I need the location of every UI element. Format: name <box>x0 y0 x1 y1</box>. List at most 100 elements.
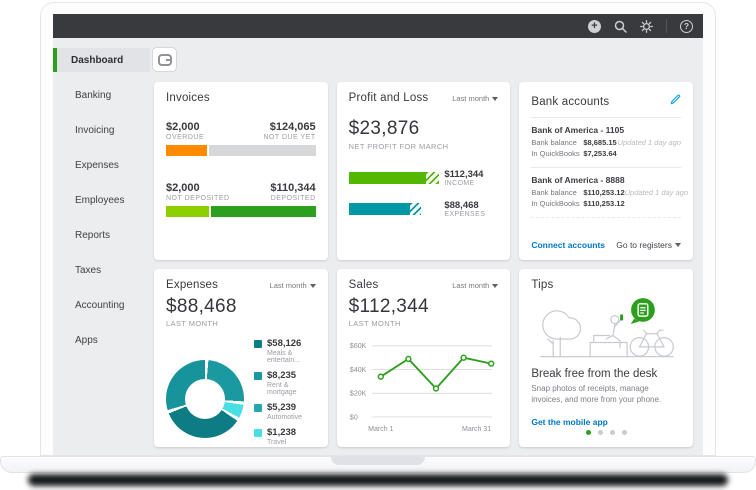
laptop-screen: + <box>40 2 716 456</box>
account-name: Bank of America - 1105 <box>531 125 625 135</box>
sidebar-item-taxes[interactable]: Taxes <box>53 258 150 282</box>
account-name: Bank of America - 8888 <box>531 175 625 185</box>
legend-item: $58,126 Meals & entertain... <box>254 338 316 364</box>
legend-label: Meals & entertain... <box>267 350 301 364</box>
bench-person-drawing <box>589 314 629 358</box>
net-profit-label: NET PROFIT FOR MARCH <box>348 142 449 151</box>
legend-item: $5,239 Automotive <box>254 402 316 421</box>
carousel-dots <box>531 430 681 437</box>
bank-account-row: Bank of America - 8888 Bank balance $110,… <box>531 175 688 210</box>
help-icon[interactable]: ? <box>680 19 693 33</box>
legend-label: Travel expenses <box>267 439 297 447</box>
go-to-registers-dropdown[interactable]: Go to registers <box>616 240 681 250</box>
tips-body-text: Snap photos of receipts, manage invoices… <box>531 383 662 404</box>
sidebar-collapse-toggle[interactable] <box>152 47 177 72</box>
sidebar-item-label: Employees <box>75 194 125 206</box>
income-label: INCOME <box>444 180 475 187</box>
divider <box>531 167 681 168</box>
not-deposited-label: NOT DEPOSITED <box>166 195 230 202</box>
gear-icon[interactable] <box>640 19 653 33</box>
legend-label: Rent & mortgage <box>267 382 297 396</box>
in-quickbooks-label: In QuickBooks <box>531 149 580 158</box>
sidebar-item-invoicing[interactable]: Invoicing <box>53 118 150 142</box>
expenses-donut-chart[interactable] <box>166 359 244 438</box>
sidebar-item-accounting[interactable]: Accounting <box>53 293 150 317</box>
expenses-value: $88,468 <box>444 200 479 211</box>
tips-card: Tips <box>519 269 693 447</box>
sidebar: Dashboard Banking Invoicing Expenses Emp… <box>53 38 150 455</box>
laptop-base-notch <box>331 457 425 465</box>
edit-pencil-icon[interactable] <box>670 92 681 110</box>
get-mobile-app-link[interactable]: Get the mobile app <box>531 417 608 427</box>
carousel-dot[interactable] <box>621 430 627 435</box>
sales-period-label: LAST MONTH <box>348 319 401 328</box>
legend-swatch <box>254 429 262 437</box>
sidebar-item-expenses[interactable]: Expenses <box>53 153 150 177</box>
expenses-card: Expenses Last month $88,468 LAST MONTH <box>154 269 328 447</box>
in-quickbooks-value: $110,253.12 <box>583 199 625 208</box>
legend-value: $8,235 <box>267 370 297 381</box>
search-icon[interactable] <box>614 20 627 33</box>
dashboard-content: Invoices $2,000 $124,065 OVERDUE NOT DUE… <box>150 38 703 455</box>
unpaid-invoices-bar[interactable] <box>166 145 316 156</box>
updated-timestamp: Updated 1 day ago <box>617 138 681 147</box>
expenses-total: $88,468 <box>166 296 237 317</box>
legend-value: $1,238 <box>267 427 297 438</box>
expenses-range-dropdown[interactable]: Last month <box>270 281 316 290</box>
bank-balance-label: Bank balance <box>531 138 577 147</box>
chevron-down-icon <box>675 243 681 247</box>
deposited-label: DEPOSITED <box>270 195 316 202</box>
sidebar-item-reports[interactable]: Reports <box>53 223 150 247</box>
chevron-down-icon <box>492 96 499 101</box>
carousel-dot[interactable] <box>585 430 591 435</box>
paid-invoices-bar[interactable] <box>166 206 316 217</box>
overdue-label: OVERDUE <box>166 134 205 141</box>
card-title: Tips <box>531 279 554 291</box>
sidebar-item-employees[interactable]: Employees <box>53 188 150 212</box>
sales-line-chart[interactable]: $60K $40K $20K $0 March 1 March 31 <box>349 334 499 440</box>
topbar: + <box>53 14 703 38</box>
sidebar-item-label: Taxes <box>75 264 102 276</box>
pnl-range-dropdown[interactable]: Last month <box>452 94 499 103</box>
sales-range-dropdown[interactable]: Last month <box>452 281 499 290</box>
sidebar-item-label: Banking <box>75 89 112 101</box>
sidebar-item-label: Dashboard <box>71 54 124 66</box>
income-bar[interactable] <box>348 172 440 184</box>
chevron-down-icon <box>309 283 316 288</box>
sidebar-item-dashboard[interactable]: Dashboard <box>53 48 150 72</box>
sidebar-item-label: Accounting <box>75 299 125 311</box>
topbar-divider <box>666 19 667 33</box>
card-title: Bank accounts <box>531 96 610 108</box>
range-label: Last month <box>269 281 307 290</box>
divider <box>531 117 681 118</box>
legend-swatch <box>254 372 262 380</box>
card-title: Profit and Loss <box>348 92 429 104</box>
deposited-amount: $110,344 <box>270 182 316 194</box>
expenses-bar[interactable] <box>348 203 422 215</box>
sales-total: $112,344 <box>348 296 429 317</box>
card-title: Invoices <box>166 92 210 104</box>
add-icon[interactable]: + <box>588 19 601 33</box>
collapse-panel-icon <box>157 53 172 66</box>
receipt-badge-icon <box>630 298 656 325</box>
carousel-dot[interactable] <box>597 430 603 435</box>
laptop-shadow <box>28 474 728 486</box>
sidebar-item-banking[interactable]: Banking <box>53 83 150 107</box>
bank-accounts-card: Bank accounts Bank of America - 1105 Ban… <box>519 82 693 260</box>
not-due-amount: $124,065 <box>269 121 316 133</box>
updated-timestamp: Updated 1 day ago <box>624 188 689 197</box>
laptop-base <box>0 456 756 473</box>
overdue-amount: $2,000 <box>166 121 200 133</box>
card-title: Expenses <box>166 279 219 291</box>
invoices-paid-group: $2,000 $110,344 NOT DEPOSITED DEPOSITED <box>166 182 316 217</box>
sidebar-item-label: Apps <box>75 334 98 346</box>
not-due-label: NOT DUE YET <box>263 134 316 141</box>
card-title: Sales <box>348 279 379 291</box>
carousel-dot[interactable] <box>609 430 615 435</box>
not-deposited-amount: $2,000 <box>166 182 200 194</box>
connect-accounts-link[interactable]: Connect accounts <box>531 240 606 250</box>
registers-label: Go to registers <box>616 240 672 250</box>
svg-text:$40K: $40K <box>350 367 367 374</box>
sidebar-item-apps[interactable]: Apps <box>53 328 150 352</box>
